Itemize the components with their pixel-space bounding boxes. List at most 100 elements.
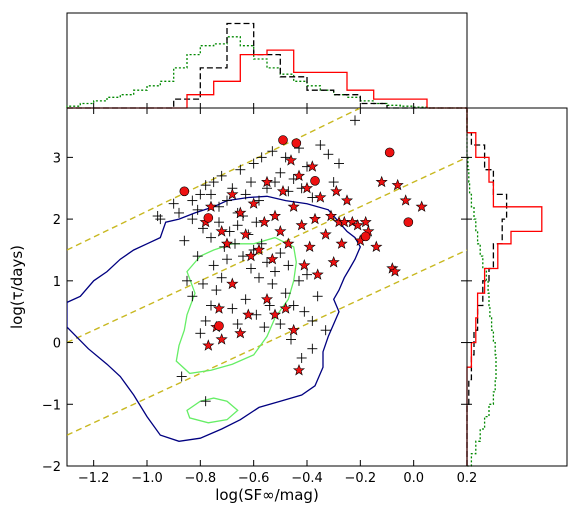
top-histogram-frame — [66, 12, 468, 109]
plus-point — [334, 158, 344, 169]
plus-point — [256, 238, 267, 249]
circle-point — [291, 138, 302, 148]
plus-point — [299, 306, 310, 317]
right-histogram-frame — [466, 107, 568, 467]
main-plot: −1.2 −1.0 −0.8 −0.6 −0.4 −0.2 0.0 0.2 −2 −1 0 1 2 3 — [42, 107, 478, 486]
plus-point — [302, 269, 312, 280]
plus-point — [187, 214, 198, 225]
star-point — [274, 225, 287, 237]
right-hist-black — [466, 108, 508, 466]
star-point — [324, 209, 338, 222]
star-point — [298, 259, 311, 271]
x-tick-label: 0.2 — [457, 471, 478, 486]
plus-point — [176, 371, 187, 382]
star-point — [202, 339, 215, 351]
contour-inner-small — [186, 397, 239, 424]
plus-point — [206, 232, 216, 243]
plus-point — [195, 189, 206, 200]
y-tick-label: 1 — [53, 275, 61, 290]
plus-point — [296, 352, 307, 363]
star-point — [266, 252, 279, 265]
main-plot-frame — [66, 107, 468, 467]
y-tick-label: −1 — [42, 398, 61, 413]
contour-outer — [67, 195, 362, 442]
x-tick-label: −0.6 — [238, 471, 270, 486]
plus-point — [206, 189, 216, 200]
star-point — [399, 194, 412, 206]
star-point — [327, 255, 340, 268]
star-point — [330, 184, 343, 197]
plus-point — [200, 315, 211, 326]
plus-point — [192, 251, 203, 262]
star-point — [388, 265, 402, 277]
right-hist-green — [466, 108, 497, 467]
plus-point — [240, 294, 251, 305]
star-point — [226, 188, 239, 200]
star-point — [212, 302, 226, 314]
plus-point — [200, 180, 211, 191]
star-point — [268, 308, 282, 320]
star-point — [247, 197, 260, 209]
plus-point — [283, 260, 294, 271]
star-point — [276, 184, 290, 197]
plus-point — [288, 300, 299, 311]
plus-point — [214, 201, 224, 212]
plus-point — [182, 275, 192, 286]
plus-point — [315, 140, 326, 151]
plus-point — [206, 300, 216, 311]
star-point — [258, 215, 271, 228]
x-tick-label: −0.8 — [185, 471, 217, 486]
plus-point — [248, 158, 259, 169]
top-histogram-panel — [66, 12, 468, 109]
plus-point — [232, 220, 243, 231]
plus-point — [259, 322, 270, 333]
y-tick-label: 2 — [53, 213, 61, 228]
star-point — [292, 169, 306, 181]
star-point — [292, 363, 306, 376]
x-tick-label: −1.2 — [78, 471, 110, 486]
plus-point — [267, 146, 278, 157]
star-point — [215, 333, 228, 345]
star-point — [260, 175, 274, 188]
plus-point — [179, 235, 190, 246]
star-point — [204, 200, 218, 212]
x-tick-label: −1.0 — [131, 471, 163, 486]
plus-point — [254, 195, 264, 206]
star-point — [295, 218, 308, 231]
plus-point — [208, 260, 219, 271]
plus-point — [230, 238, 240, 249]
star-point — [268, 209, 282, 222]
plus-point — [214, 217, 224, 228]
circle-point — [179, 186, 190, 197]
plus-point — [275, 248, 286, 259]
contour-inner — [175, 236, 297, 375]
plus-point — [267, 278, 278, 289]
plus-point — [240, 189, 251, 200]
y-tick-label: 3 — [53, 151, 61, 166]
plus-point — [328, 177, 339, 188]
x-axis-label: log(SF∞/mag) — [215, 486, 319, 504]
plus-point — [312, 291, 323, 302]
star-point — [300, 181, 314, 194]
right-hist-red — [466, 108, 543, 466]
star-point — [335, 237, 348, 249]
star-point — [242, 308, 255, 320]
plus-point — [187, 291, 198, 302]
star-point — [311, 268, 324, 280]
dashed-line-2 — [67, 249, 467, 436]
plus-point — [294, 275, 304, 286]
star-point — [239, 228, 252, 240]
star-point — [287, 323, 300, 336]
plus-point — [251, 217, 262, 228]
star-point — [234, 206, 247, 219]
plus-point — [246, 177, 256, 188]
star-point — [306, 160, 319, 172]
circle-point — [360, 231, 371, 242]
plus-point — [350, 115, 360, 126]
circle-point — [203, 213, 214, 223]
top-hist-green — [66, 36, 467, 109]
plus-point — [227, 303, 238, 314]
plus-point — [262, 183, 272, 194]
plus-point — [270, 177, 280, 188]
